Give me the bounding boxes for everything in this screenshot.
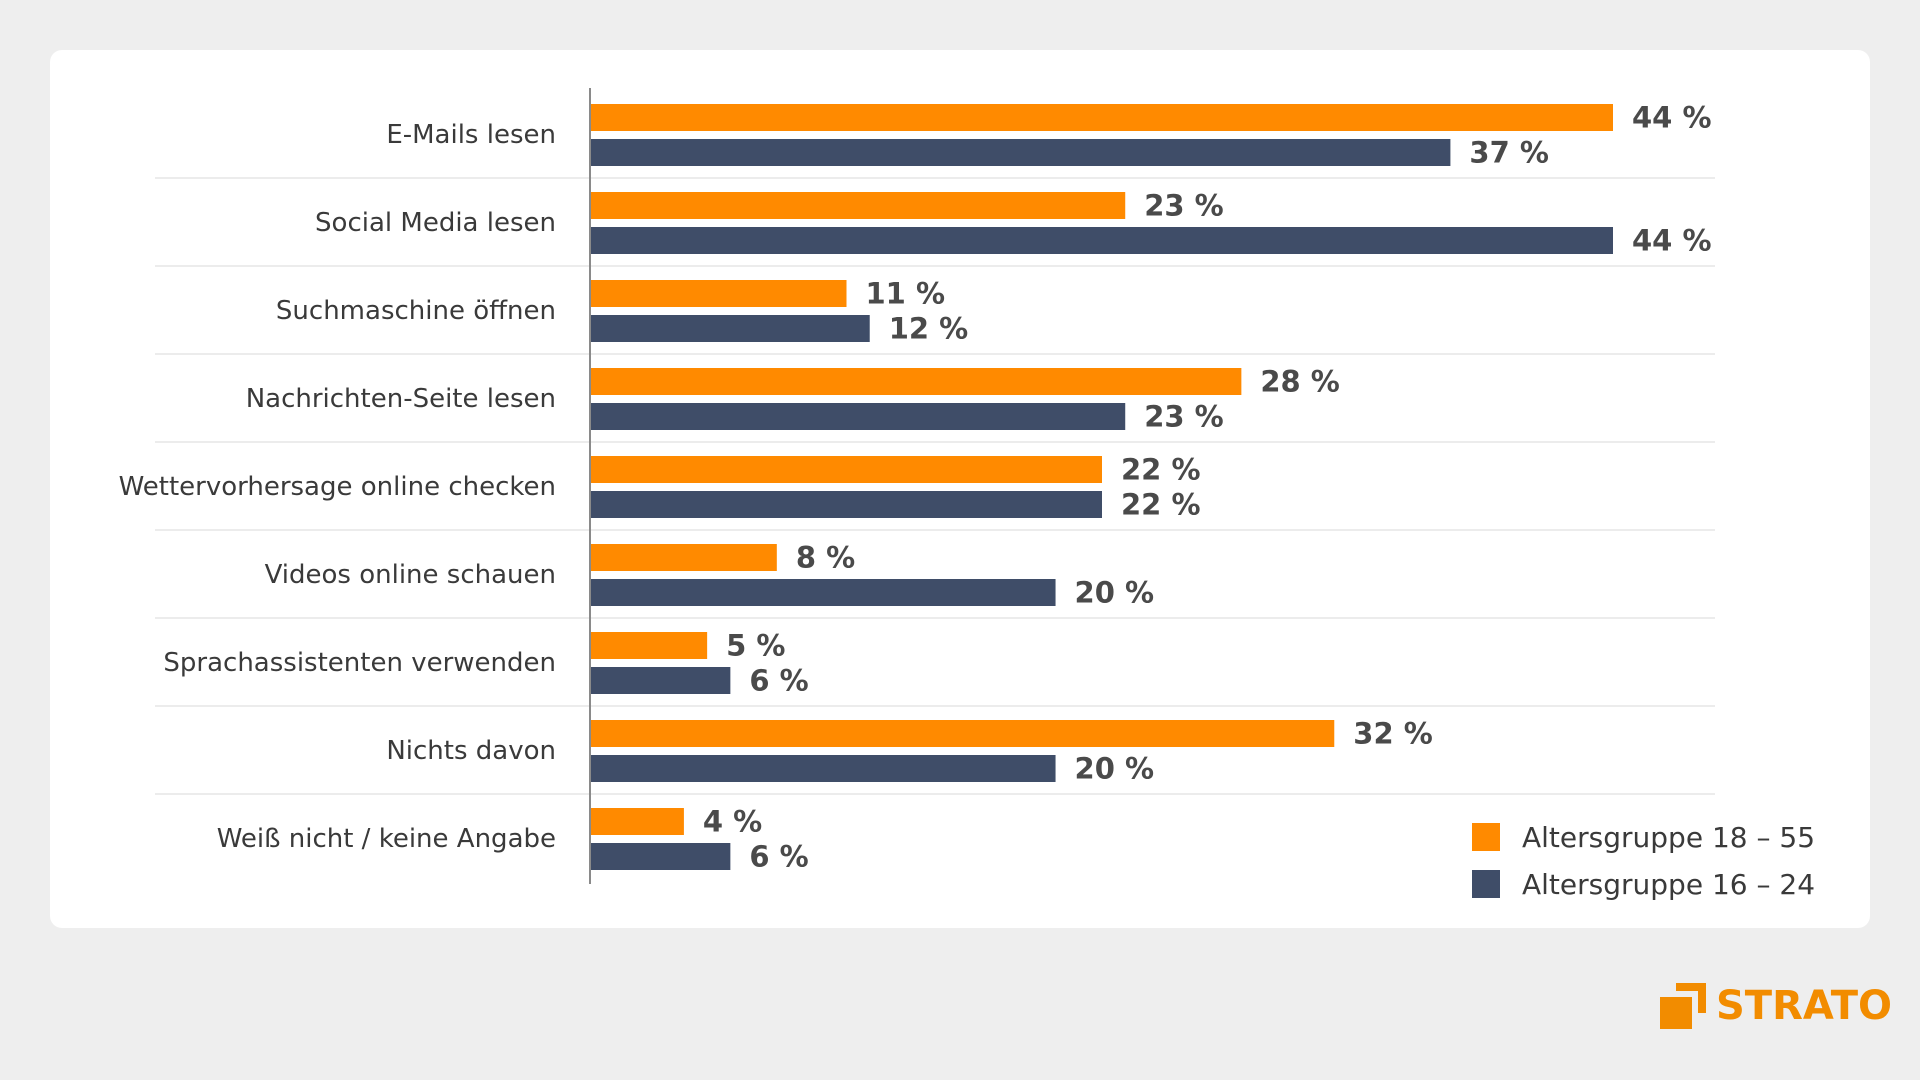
data-label: 20 % bbox=[1075, 752, 1155, 786]
legend-swatch bbox=[1472, 823, 1500, 851]
category-label: E-Mails lesen bbox=[386, 120, 556, 150]
data-label: 32 % bbox=[1353, 717, 1433, 751]
data-label: 44 % bbox=[1632, 101, 1712, 135]
bar-series-2 bbox=[591, 315, 870, 342]
strato-logo: STRATO bbox=[1660, 982, 1892, 1030]
category-label: Wettervorhersage online checken bbox=[119, 472, 556, 502]
legend-label: Altersgruppe 16 – 24 bbox=[1522, 868, 1815, 901]
bar-series-1 bbox=[591, 368, 1242, 395]
legend-swatch bbox=[1472, 870, 1500, 898]
bar-series-2 bbox=[591, 403, 1126, 430]
strato-logo-text: STRATO bbox=[1716, 983, 1893, 1029]
legend-label: Altersgruppe 18 – 55 bbox=[1522, 821, 1815, 854]
bar-series-2 bbox=[591, 579, 1056, 606]
bar-series-1 bbox=[591, 104, 1613, 131]
strato-logo-icon bbox=[1660, 983, 1706, 1029]
data-label: 22 % bbox=[1121, 453, 1201, 487]
bar-series-1 bbox=[591, 808, 684, 835]
data-label: 37 % bbox=[1469, 136, 1549, 170]
data-label: 6 % bbox=[749, 664, 808, 698]
bar-series-1 bbox=[591, 456, 1102, 483]
data-label: 23 % bbox=[1144, 400, 1224, 434]
bar-series-1 bbox=[591, 720, 1335, 747]
bar-series-2 bbox=[591, 139, 1451, 166]
bar-series-1 bbox=[591, 544, 777, 571]
chart-card: E-Mails lesen 44 % 37 % Social Media lesen 2… bbox=[50, 50, 1870, 928]
bar-series-2 bbox=[591, 227, 1613, 254]
bar-series-1 bbox=[591, 192, 1126, 219]
bar-chart: E-Mails lesen 44 % 37 % Social Media lesen 2… bbox=[119, 88, 1815, 901]
data-label: 11 % bbox=[866, 277, 946, 311]
data-label: 8 % bbox=[796, 541, 855, 575]
data-label: 44 % bbox=[1632, 224, 1712, 258]
data-label: 22 % bbox=[1121, 488, 1201, 522]
bar-series-2 bbox=[591, 843, 731, 870]
data-label: 28 % bbox=[1260, 365, 1340, 399]
bar-series-2 bbox=[591, 667, 731, 694]
category-label: Social Media lesen bbox=[315, 208, 556, 238]
data-label: 6 % bbox=[749, 840, 808, 874]
bar-series-2 bbox=[591, 755, 1056, 782]
bar-series-1 bbox=[591, 632, 708, 659]
category-label: Videos online schauen bbox=[265, 560, 556, 590]
data-label: 5 % bbox=[726, 629, 785, 663]
category-label: Weiß nicht / keine Angabe bbox=[217, 824, 556, 854]
data-label: 12 % bbox=[889, 312, 969, 346]
data-label: 20 % bbox=[1075, 576, 1155, 610]
category-label: Suchmaschine öffnen bbox=[276, 296, 556, 326]
data-label: 4 % bbox=[703, 805, 762, 839]
data-label: 23 % bbox=[1144, 189, 1224, 223]
category-label: Sprachassistenten verwenden bbox=[163, 648, 556, 678]
category-label: Nachrichten-Seite lesen bbox=[246, 384, 556, 414]
category-label: Nichts davon bbox=[386, 736, 556, 766]
bar-series-1 bbox=[591, 280, 847, 307]
bar-series-2 bbox=[591, 491, 1102, 518]
